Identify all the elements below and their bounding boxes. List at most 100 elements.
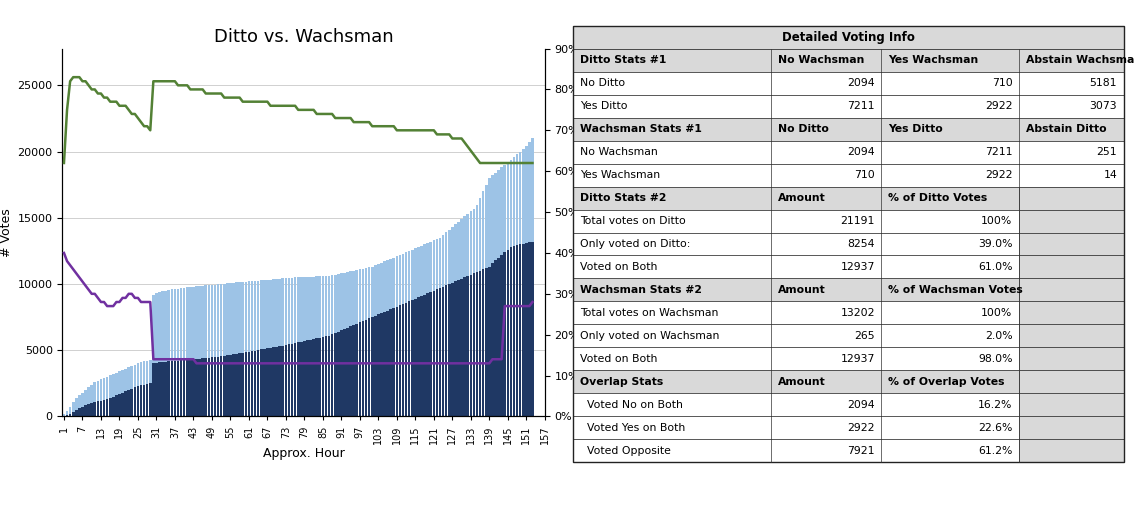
Bar [420,246,423,296]
Bar [186,287,188,360]
Bar [303,277,305,341]
Text: Wachsman Stats #1: Wachsman Stats #1 [580,124,701,134]
Text: % of Ditto Votes: % of Ditto Votes [888,193,987,203]
Bar [226,284,228,355]
Bar [472,208,476,273]
Bar [407,251,411,301]
Text: 12937: 12937 [840,262,875,272]
Text: Ditto Stats #2: Ditto Stats #2 [580,193,666,203]
Bar [103,400,106,416]
Bar [78,396,81,408]
Bar [1019,256,1124,278]
Text: 2922: 2922 [848,423,875,433]
Bar [179,288,183,360]
Bar [380,263,382,313]
Bar [510,247,512,416]
Bar [134,365,136,387]
Bar [103,378,106,400]
Bar [384,262,386,312]
Bar [195,359,197,416]
Bar [352,271,355,325]
Text: Total votes on Wachsman: Total votes on Wachsman [580,308,718,318]
Bar [414,298,417,416]
Bar [506,162,510,249]
Bar [389,259,392,309]
Bar [573,210,1124,233]
Bar [386,311,389,416]
Bar [309,340,312,416]
Bar [355,324,358,416]
Bar [109,398,111,416]
Bar [306,277,309,340]
Bar [319,338,321,416]
Bar [461,278,463,416]
Text: 2094: 2094 [847,400,875,410]
Bar [497,258,499,416]
Bar [405,252,407,303]
Bar [439,238,442,288]
Text: 39.0%: 39.0% [978,239,1012,249]
Bar [149,383,152,416]
Bar [192,287,195,359]
Bar [485,184,488,268]
Text: No Wachsman: No Wachsman [777,55,865,65]
Bar [429,292,432,416]
Bar [165,291,167,362]
Text: % of Overlap Votes: % of Overlap Votes [888,377,1004,387]
Bar [217,357,219,416]
Bar [204,358,207,416]
Text: 16.2%: 16.2% [978,400,1012,410]
Bar [87,387,90,404]
Bar [513,157,515,246]
Bar [257,350,260,416]
Bar [429,242,432,292]
Bar [269,348,271,416]
Text: 22.6%: 22.6% [978,423,1012,433]
Bar [220,284,222,356]
Bar [476,272,478,416]
Text: Abstain Wachsman: Abstain Wachsman [1026,55,1135,65]
Bar [272,279,275,347]
Bar [316,276,318,338]
Bar [66,415,68,416]
Bar [393,258,395,308]
Bar [199,359,201,416]
Bar [1019,393,1124,416]
Text: 710: 710 [992,78,1012,88]
Bar [247,352,250,416]
Bar [448,284,451,416]
Bar [515,154,519,245]
Text: 21191: 21191 [840,216,875,226]
Bar [136,386,140,416]
Bar [233,283,235,354]
Text: 7211: 7211 [985,147,1012,157]
Bar [373,266,377,316]
Bar [93,402,96,416]
Text: 251: 251 [1096,147,1117,157]
Bar [158,362,161,416]
Bar [371,267,373,317]
Bar [420,296,423,416]
Bar [75,398,77,410]
Bar [303,341,305,416]
Bar [491,263,494,416]
Bar [1019,439,1124,462]
Bar [519,244,521,416]
Bar [1019,278,1124,301]
Bar [395,307,398,416]
Bar [211,357,213,416]
Text: 265: 265 [855,331,875,341]
Bar [479,271,481,416]
Bar [373,316,377,416]
Bar [485,268,488,416]
Bar [377,314,380,416]
Bar [573,164,1124,187]
Bar [418,247,420,297]
Bar [78,408,81,416]
Bar [528,242,531,416]
Bar [257,281,260,350]
Text: 100%: 100% [981,216,1012,226]
Bar [208,358,210,416]
Bar [155,363,158,416]
Bar [204,285,207,358]
